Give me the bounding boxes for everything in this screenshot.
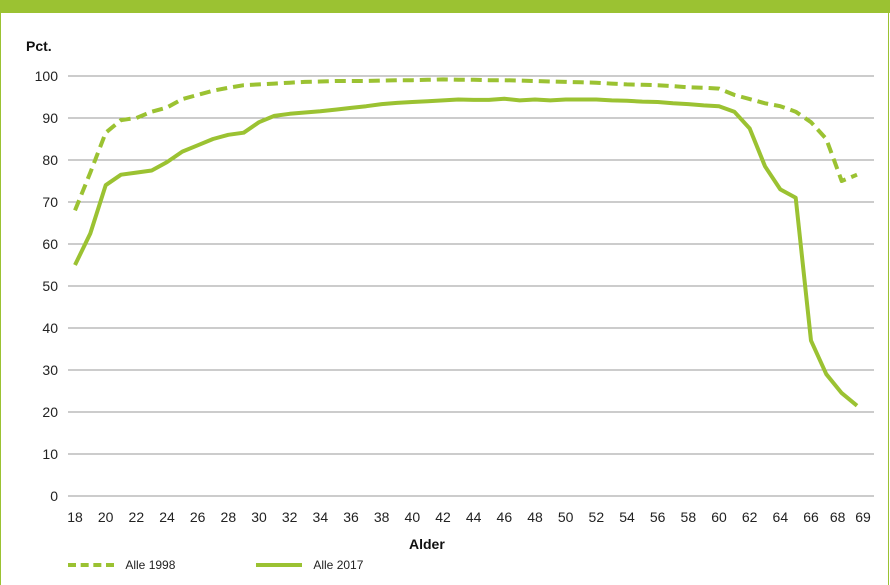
legend-label-1998: Alle 1998 bbox=[125, 557, 176, 572]
y-tick-label: 100 bbox=[35, 68, 59, 84]
x-tick-label: 58 bbox=[681, 509, 697, 525]
x-tick-label: 62 bbox=[742, 509, 758, 525]
y-tick-label: 60 bbox=[42, 236, 58, 252]
x-tick-label: 24 bbox=[159, 509, 175, 525]
x-tick-label: 66 bbox=[803, 509, 819, 525]
series-line-0 bbox=[73, 77, 858, 212]
x-tick-label: 50 bbox=[558, 509, 574, 525]
x-tick-label: 44 bbox=[466, 509, 482, 525]
x-tick-label: 40 bbox=[405, 509, 421, 525]
x-tick-label: 54 bbox=[619, 509, 635, 525]
x-tick-label: 42 bbox=[435, 509, 451, 525]
y-tick-label: 30 bbox=[42, 362, 58, 378]
legend-item-1998: Alle 1998 bbox=[68, 557, 175, 572]
legend-swatch-dashed bbox=[68, 562, 114, 567]
y-axis-title: Pct. bbox=[26, 38, 52, 54]
x-axis-title: Alder bbox=[409, 536, 445, 552]
x-tick-label: 48 bbox=[527, 509, 543, 525]
y-tick-label: 0 bbox=[50, 488, 58, 504]
x-tick-label: 68 bbox=[830, 509, 846, 525]
x-tick-label: 18 bbox=[67, 509, 83, 525]
chart-frame bbox=[0, 13, 889, 585]
x-tick-label: 28 bbox=[221, 509, 237, 525]
y-tick-label: 40 bbox=[42, 320, 58, 336]
y-tick-label: 80 bbox=[42, 152, 58, 168]
x-tick-label: 34 bbox=[313, 509, 329, 525]
x-tick-label: 64 bbox=[773, 509, 789, 525]
legend-swatch-solid bbox=[256, 562, 302, 567]
x-tick-label: 56 bbox=[650, 509, 666, 525]
legend-item-2017: Alle 2017 bbox=[256, 557, 363, 572]
x-tick-label: 26 bbox=[190, 509, 206, 525]
legend-label-2017: Alle 2017 bbox=[313, 557, 364, 572]
y-tick-label: 70 bbox=[42, 194, 58, 210]
header-bar bbox=[0, 0, 890, 13]
x-tick-label: 60 bbox=[711, 509, 727, 525]
x-tick-label: 52 bbox=[589, 509, 605, 525]
x-tick-label: 69 bbox=[855, 509, 871, 525]
x-tick-label: 46 bbox=[497, 509, 513, 525]
series-line-1 bbox=[73, 96, 859, 408]
x-tick-label: 32 bbox=[282, 509, 298, 525]
x-tick-label: 30 bbox=[251, 509, 267, 525]
x-tick-label: 20 bbox=[98, 509, 114, 525]
x-tick-label: 36 bbox=[343, 509, 359, 525]
y-tick-label: 20 bbox=[42, 404, 58, 420]
y-tick-label: 90 bbox=[42, 110, 58, 126]
y-tick-label: 10 bbox=[42, 446, 58, 462]
y-tick-label: 50 bbox=[42, 278, 58, 294]
x-tick-label: 22 bbox=[129, 509, 145, 525]
x-tick-label: 38 bbox=[374, 509, 390, 525]
